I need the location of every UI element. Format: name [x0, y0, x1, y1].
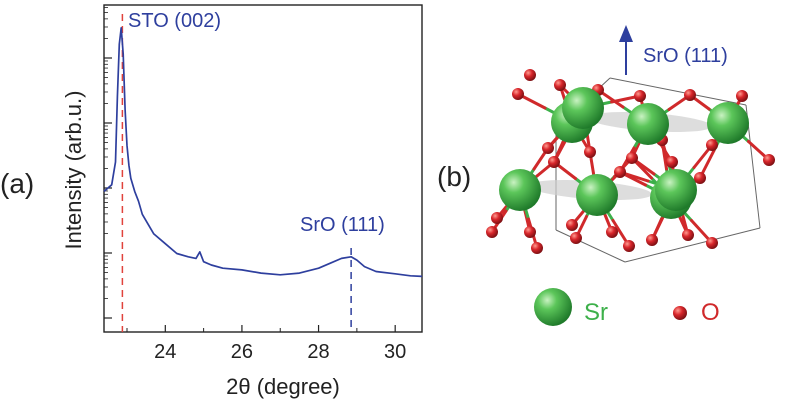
oxygen-atom [524, 226, 536, 238]
strontium-atom [627, 103, 669, 145]
strontium-atom [707, 102, 749, 144]
x-axis-ticks: 24 26 28 30 [126, 325, 406, 363]
strontium-atom [562, 87, 604, 129]
oxygen-atoms [486, 69, 775, 254]
annotation-sro-111: SrO (111) [300, 214, 385, 236]
oxygen-atom [682, 229, 694, 241]
panel-a-label: (a) [0, 168, 34, 199]
plot-frame [103, 4, 423, 333]
o-legend-label: O [701, 299, 720, 326]
x-tick-label: 28 [307, 341, 329, 363]
oxygen-atom [486, 226, 498, 238]
structure-legend: Sr O [534, 288, 720, 326]
oxygen-atom [684, 89, 696, 101]
oxygen-atom [626, 152, 638, 164]
oxygen-atom [706, 237, 718, 249]
x-axis-label: 2θ (degree) [226, 374, 340, 399]
oxygen-atom [614, 166, 626, 178]
y-axis-label: Intensity (arb.u.) [61, 91, 86, 250]
panel-b-label: (b) [437, 161, 471, 192]
oxygen-atom [736, 90, 748, 102]
sr-legend-sphere [534, 288, 572, 326]
oxygen-atom [531, 242, 543, 254]
x-tick-label: 24 [154, 341, 176, 363]
oxygen-atom [570, 232, 582, 244]
oxygen-atom [763, 154, 775, 166]
direction-arrow-head [619, 25, 633, 42]
oxygen-atom [512, 88, 524, 100]
reference-lines [121, 14, 352, 332]
oxygen-atom [491, 212, 503, 224]
oxygen-atom [623, 240, 635, 252]
strontium-atoms [499, 87, 749, 219]
oxygen-atom [548, 156, 560, 168]
oxygen-atom [566, 219, 578, 231]
data-series-line [103, 27, 423, 278]
strontium-atom [576, 174, 618, 216]
oxygen-atom [634, 90, 646, 102]
oxygen-atom [542, 142, 554, 154]
strontium-atom [655, 169, 697, 211]
sr-legend-label: Sr [584, 299, 608, 326]
oxygen-atom [694, 172, 706, 184]
annotation-sto-002: STO (002) [128, 10, 221, 32]
x-tick-label: 26 [231, 341, 253, 363]
chart-area: 24 26 28 30 STO (002) SrO (111) 2θ (degree)… [61, 4, 423, 399]
y-axis-ticks [104, 7, 112, 319]
oxygen-atom [554, 79, 566, 91]
oxygen-atom [666, 156, 678, 168]
oxygen-atom [584, 146, 596, 158]
oxygen-atom [646, 234, 658, 246]
o-legend-sphere [673, 306, 687, 320]
x-tick-label: 30 [384, 341, 406, 363]
strontium-atom [499, 169, 541, 211]
oxygen-atom [524, 69, 536, 81]
crystal-structure: SrO (111) [486, 25, 775, 263]
direction-label: SrO (111) [643, 45, 728, 67]
oxygen-atom [606, 226, 618, 238]
oxygen-atom [706, 139, 718, 151]
